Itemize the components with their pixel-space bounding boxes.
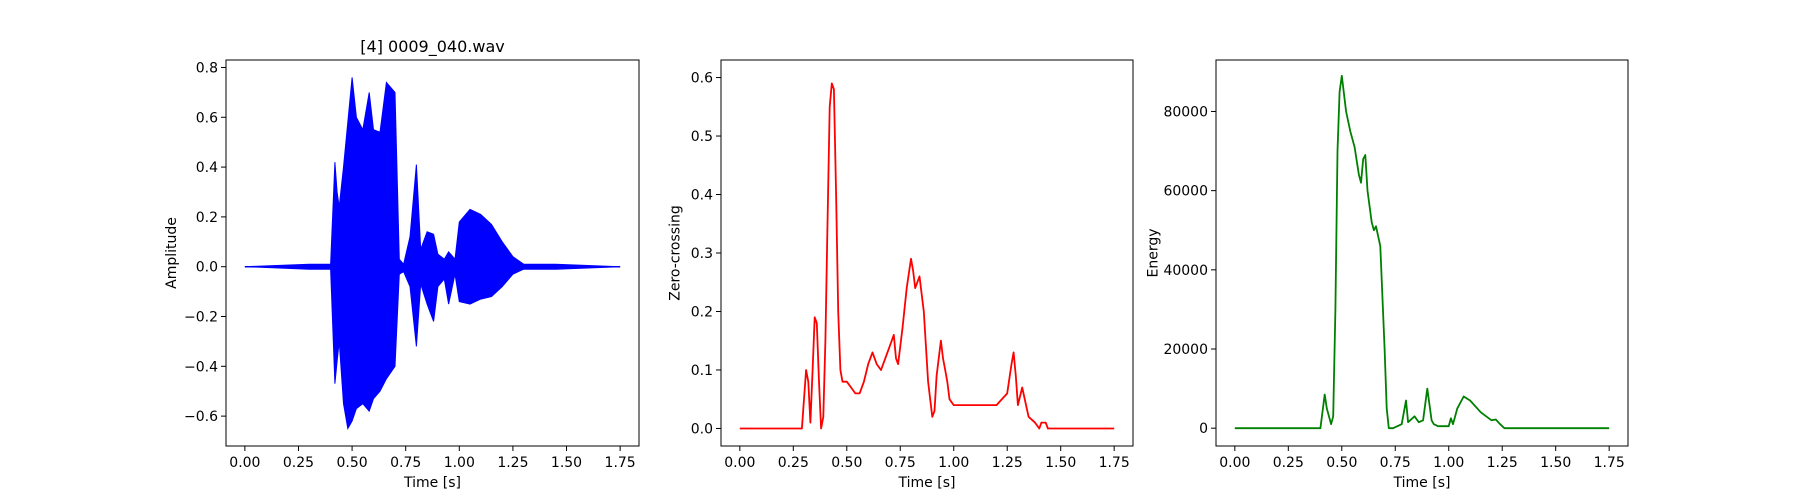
x-tick-label: 1.00 xyxy=(938,455,969,471)
x-tick-label: 0.75 xyxy=(390,455,421,471)
x-tick-label: 1.25 xyxy=(1487,455,1518,471)
y-tick-label: 0.6 xyxy=(196,110,218,126)
plot-area xyxy=(721,60,1133,446)
x-tick-label: 0.75 xyxy=(885,455,916,471)
x-tick-label: 0.25 xyxy=(1273,455,1304,471)
y-tick-label: 80000 xyxy=(1163,104,1208,120)
chart-title: [4] 0009_040.wav xyxy=(360,37,504,57)
y-tick-label: 0.6 xyxy=(691,71,713,87)
y-tick-label: 0.2 xyxy=(691,304,713,320)
x-tick-label: 1.25 xyxy=(497,455,528,471)
y-tick-label: 0.3 xyxy=(691,246,713,262)
x-tick-label: 0.50 xyxy=(1326,455,1357,471)
x-axis-label: Time [s] xyxy=(1393,475,1451,491)
subplot-2: 0.00 0.25 0.50 0.75 1.00 1.25 1.50 1.75 0.0 0.1 0.… xyxy=(668,59,1134,491)
axes-frame xyxy=(1215,59,1629,447)
y-axis-label: Energy xyxy=(1146,228,1162,277)
plot-area xyxy=(1216,60,1628,446)
series-group xyxy=(244,77,621,431)
y-tick-label: 20000 xyxy=(1163,342,1208,358)
x-axis-label: Time [s] xyxy=(898,475,956,491)
x-tick-label: 0.00 xyxy=(724,455,755,471)
x-tick-label: 0.00 xyxy=(1219,455,1250,471)
y-tick-label: 0.4 xyxy=(196,160,218,176)
subplot-1: 0.00 0.25 0.50 0.75 1.00 1.25 1.50 1.75 −0.6 −0.4… xyxy=(164,37,640,491)
y-tick-label: 40000 xyxy=(1163,263,1208,279)
y-axis-label: Zero-crossing xyxy=(668,205,684,300)
y-tick-label: 0.4 xyxy=(691,188,713,204)
y-tick-label: 0.0 xyxy=(196,260,218,276)
y-tick-label: −0.4 xyxy=(184,359,218,375)
x-tick-label: 0.50 xyxy=(337,455,368,471)
x-tick-label: 1.75 xyxy=(605,455,636,471)
y-tick-label: 0.0 xyxy=(691,421,713,437)
y-tick-label: −0.6 xyxy=(184,409,218,425)
y-tick-label: 60000 xyxy=(1163,184,1208,200)
x-tick-label: 0.00 xyxy=(229,455,260,471)
y-tick-label: 0.1 xyxy=(691,363,713,379)
x-tick-label: 1.25 xyxy=(992,455,1023,471)
x-tick-label: 0.25 xyxy=(778,455,809,471)
x-tick-label: 1.50 xyxy=(1045,455,1076,471)
x-tick-label: 1.75 xyxy=(1594,455,1625,471)
x-tick-label: 1.50 xyxy=(551,455,582,471)
series-line xyxy=(1234,74,1610,430)
x-tick-label: 1.00 xyxy=(1433,455,1464,471)
x-tick-label: 0.50 xyxy=(831,455,862,471)
x-tick-label: 1.00 xyxy=(444,455,475,471)
x-tick-label: 0.75 xyxy=(1380,455,1411,471)
series-line xyxy=(739,82,1115,430)
x-tick-label: 0.25 xyxy=(283,455,314,471)
series-group xyxy=(1234,74,1610,430)
y-tick-label: 0.2 xyxy=(196,210,218,226)
y-axis-label: Amplitude xyxy=(164,217,180,289)
axes-frame xyxy=(225,59,640,447)
subplot-3: 0.00 0.25 0.50 0.75 1.00 1.25 1.50 1.75 0 20000 40… xyxy=(1146,59,1629,491)
series-group xyxy=(739,82,1115,430)
y-tick-label: 0.5 xyxy=(691,129,713,145)
y-tick-label: −0.2 xyxy=(184,310,218,326)
y-tick-label: 0.8 xyxy=(196,60,218,76)
x-axis-label: Time [s] xyxy=(403,475,461,491)
x-tick-label: 1.50 xyxy=(1540,455,1571,471)
y-tick-label: 0 xyxy=(1199,421,1208,437)
x-tick-label: 1.75 xyxy=(1099,455,1130,471)
